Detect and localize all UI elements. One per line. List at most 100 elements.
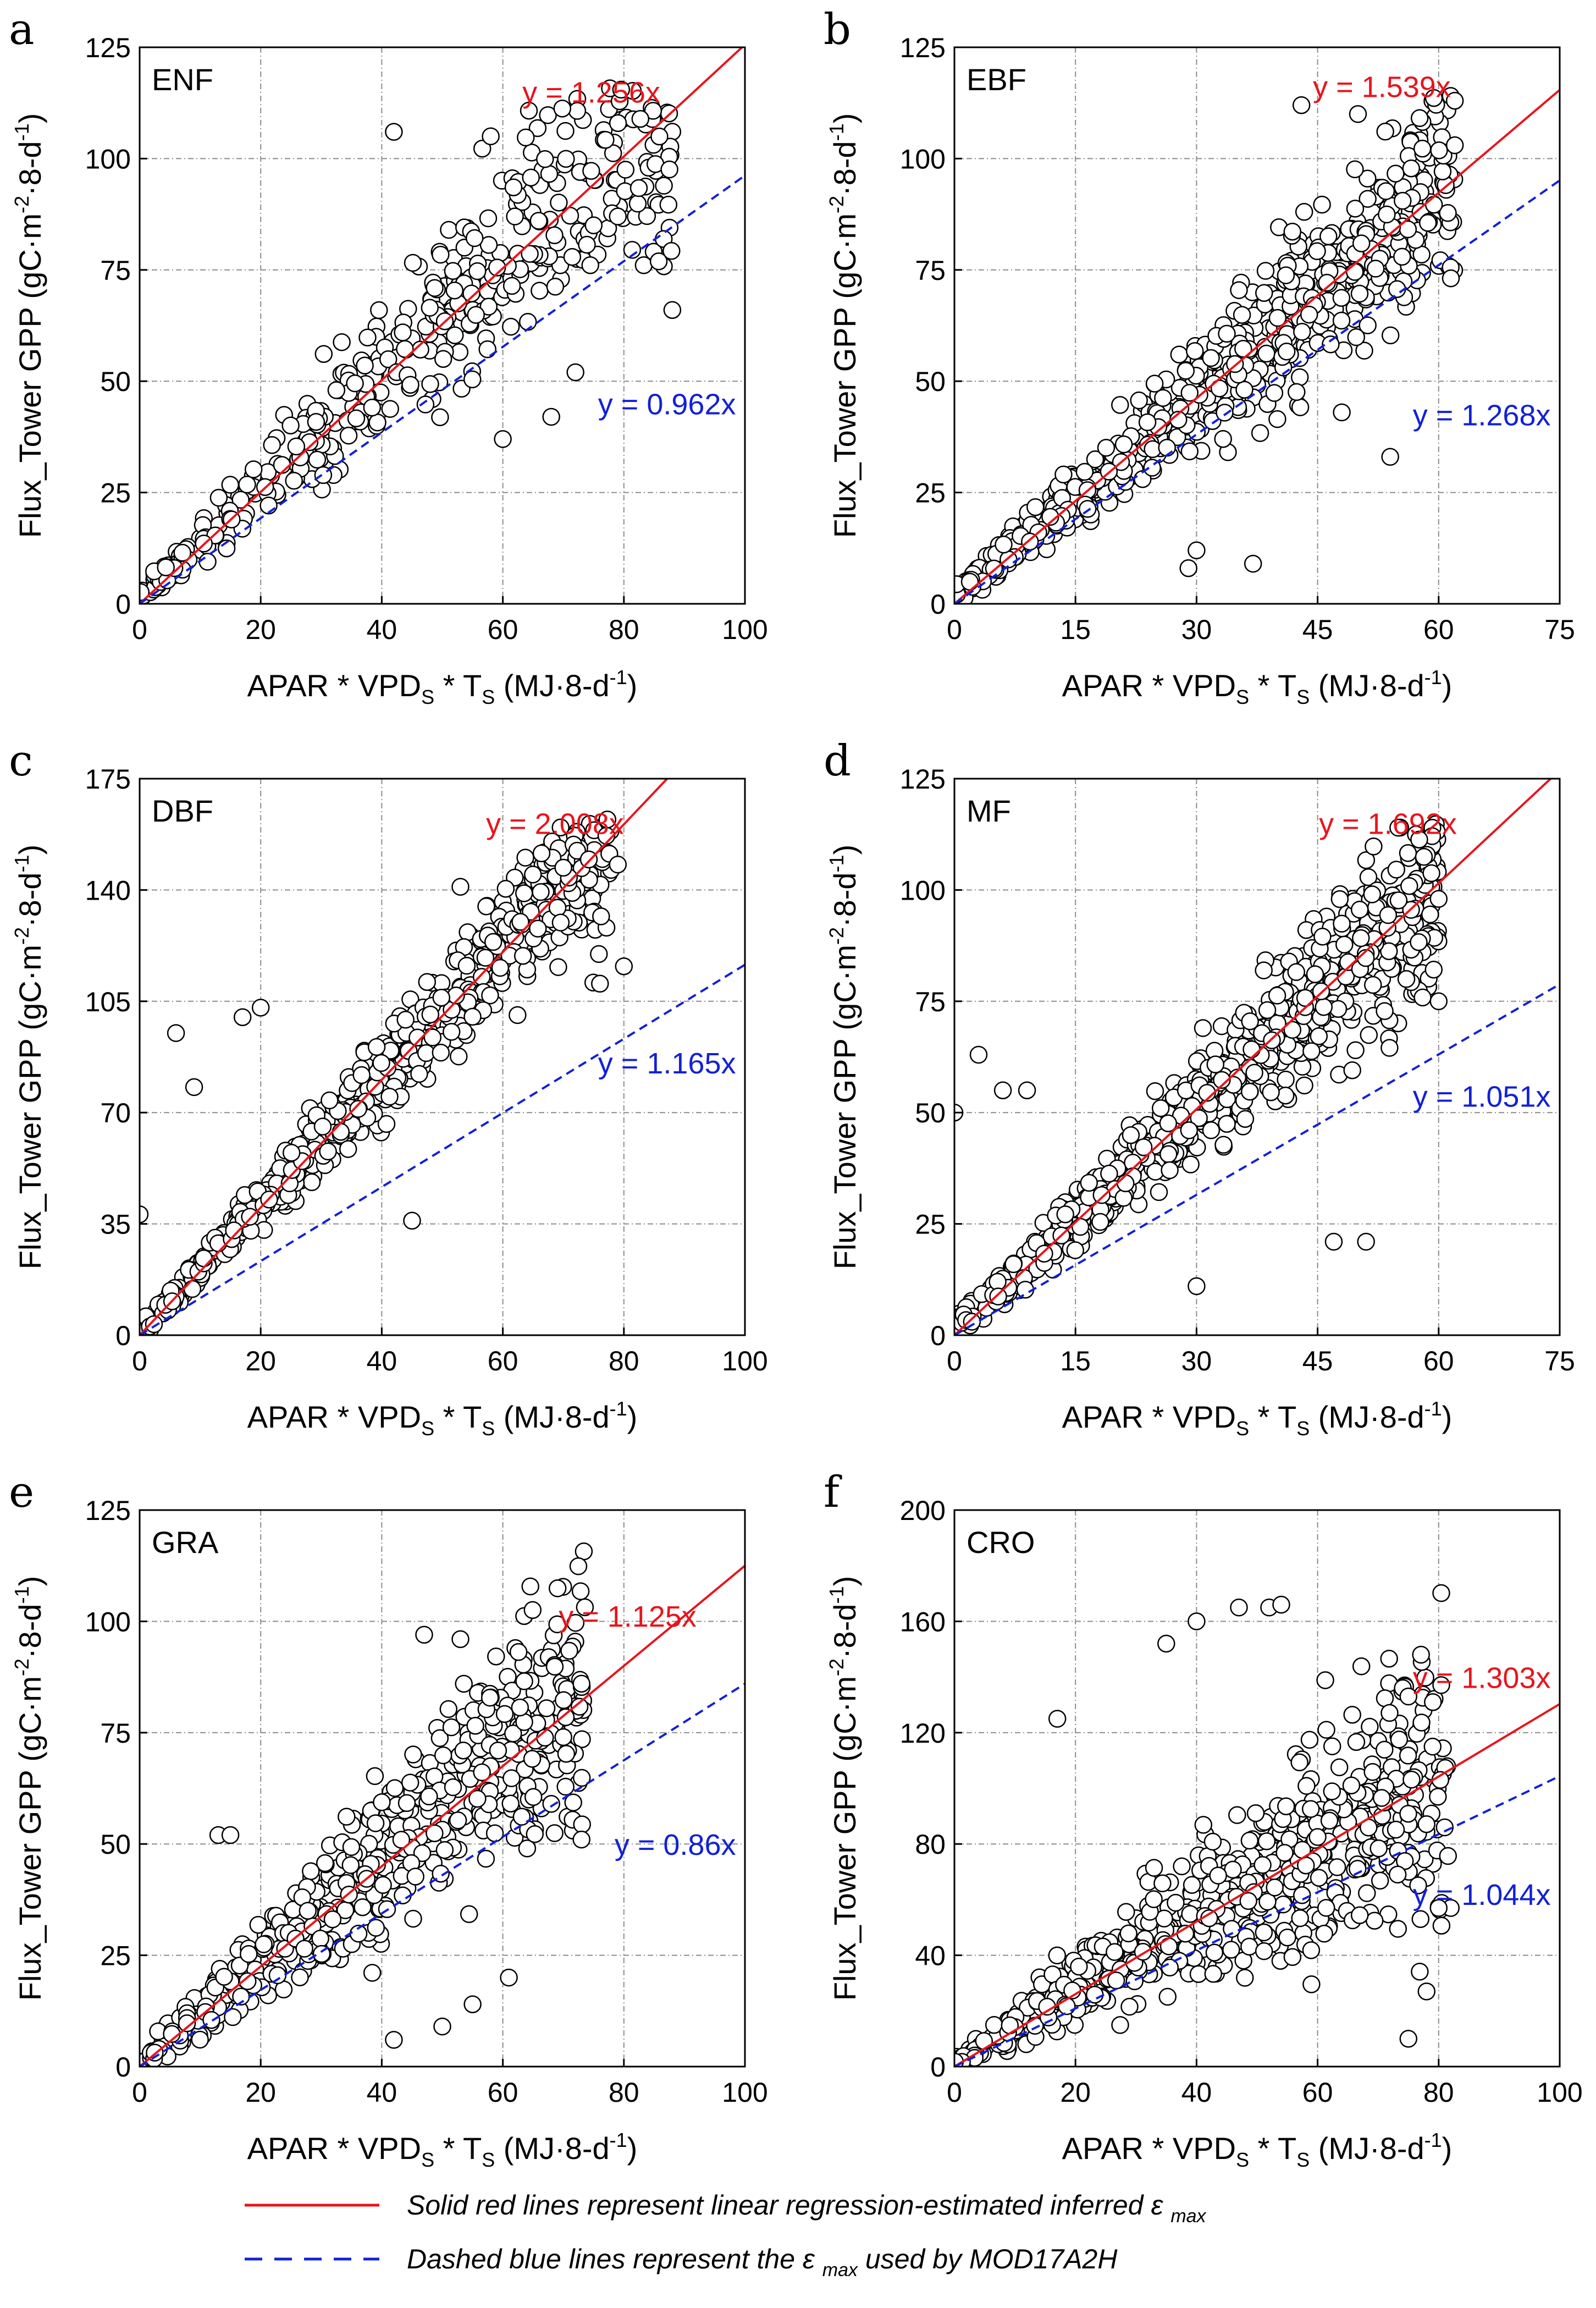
data-point xyxy=(366,1814,385,1832)
data-point xyxy=(1429,1787,1447,1806)
x-tick-label: 40 xyxy=(367,1346,397,1376)
legend-regression-main: Solid red lines represent linear regress… xyxy=(407,2190,1163,2221)
data-point xyxy=(307,412,325,431)
data-point xyxy=(1048,1946,1067,1965)
data-point xyxy=(512,1808,531,1826)
data-point xyxy=(332,1122,350,1141)
regression-equation: y = 1.256x xyxy=(522,76,660,109)
x-tick-label: 75 xyxy=(1544,1346,1575,1376)
data-point xyxy=(1355,341,1373,360)
data-point xyxy=(420,1787,438,1806)
ticks: 0 20 40 60 80 100 0 25 50 75 100 125 xyxy=(85,32,768,645)
data-point xyxy=(1413,139,1432,158)
data-point xyxy=(404,1909,422,1928)
data-point xyxy=(221,1826,240,1844)
data-point xyxy=(1394,191,1412,210)
data-point xyxy=(502,1769,521,1787)
mod17-equation: y = 0.962x xyxy=(598,388,736,421)
data-point xyxy=(1313,195,1331,214)
data-point xyxy=(629,179,648,197)
panel-letter: e xyxy=(9,1468,34,1517)
x-axis-label: APAR * VPDS * TS (MJ·8-d-1) xyxy=(247,666,638,708)
data-point xyxy=(1234,339,1252,358)
data-point xyxy=(511,913,529,931)
data-point xyxy=(509,1643,528,1661)
data-point xyxy=(239,1972,257,1990)
y-tick-label: 75 xyxy=(915,987,946,1017)
data-point xyxy=(500,1968,518,1987)
data-point xyxy=(1323,1737,1341,1755)
data-point xyxy=(1194,1019,1212,1037)
data-point xyxy=(504,178,523,196)
y-tick-label: 125 xyxy=(85,1495,131,1526)
data-point xyxy=(473,140,491,158)
data-point xyxy=(1265,384,1284,402)
y-tick-label: 50 xyxy=(915,366,946,397)
data-point xyxy=(410,1065,428,1083)
panel-b: 0 15 30 45 60 75 0 25 50 75 100 125 b EBF y = 1.539x y … xyxy=(824,5,1575,708)
data-point xyxy=(1204,1965,1223,1983)
data-point xyxy=(1268,309,1287,327)
data-point xyxy=(1424,960,1443,979)
data-point xyxy=(191,2030,209,2049)
x-tick-label: 20 xyxy=(1060,2077,1091,2108)
data-point xyxy=(460,1905,478,1924)
data-point xyxy=(582,162,600,180)
data-point xyxy=(1180,384,1199,402)
data-point xyxy=(960,572,979,591)
x-tick-label: 60 xyxy=(1423,1346,1454,1376)
x-tick-label: 0 xyxy=(947,2077,962,2108)
data-point xyxy=(1145,1859,1163,1877)
data-point xyxy=(557,150,575,168)
mod17-equation: y = 1.044x xyxy=(1413,1879,1551,1912)
data-point xyxy=(198,553,217,571)
data-point xyxy=(1188,1612,1206,1631)
data-point xyxy=(1418,214,1437,232)
data-point xyxy=(430,1729,449,1748)
data-point xyxy=(1114,1189,1133,1207)
data-point xyxy=(1277,343,1296,361)
data-point xyxy=(140,1205,149,1224)
regression-line xyxy=(140,1565,745,2067)
data-point xyxy=(479,209,498,228)
data-point xyxy=(1056,1205,1074,1224)
data-point xyxy=(1224,1860,1242,1879)
regression-equation: y = 1.125x xyxy=(559,1600,697,1633)
data-point xyxy=(1228,1806,1246,1824)
data-point xyxy=(476,949,495,967)
y-tick-label: 125 xyxy=(900,32,946,63)
data-point xyxy=(1288,383,1306,401)
data-point xyxy=(1079,500,1097,518)
data-point xyxy=(513,946,532,965)
mod17-equation: y = 0.86x xyxy=(615,1828,736,1861)
x-tick-label: 20 xyxy=(245,1346,276,1376)
data-point xyxy=(1230,1598,1248,1617)
scatter-points xyxy=(140,1542,594,2067)
data-point xyxy=(539,106,557,124)
data-point xyxy=(532,844,551,863)
data-point xyxy=(1445,91,1464,110)
data-point xyxy=(1256,262,1275,280)
mod17-line xyxy=(954,179,1560,604)
data-point xyxy=(1358,1884,1376,1902)
data-point xyxy=(367,1919,385,1937)
y-tick-label: 0 xyxy=(115,589,131,620)
data-point xyxy=(468,262,487,280)
legend-regression-text: Solid red lines represent linear regress… xyxy=(407,2190,1207,2227)
y-tick-label: 50 xyxy=(100,1829,131,1860)
data-point xyxy=(1266,1879,1284,1897)
data-point xyxy=(1358,169,1377,188)
data-point xyxy=(1399,1747,1417,1765)
panel-letter: b xyxy=(824,5,851,54)
data-point xyxy=(484,933,502,951)
fit-lines xyxy=(140,47,745,604)
data-point xyxy=(591,974,609,993)
data-point xyxy=(572,1830,590,1849)
data-point xyxy=(1138,413,1157,432)
data-point xyxy=(368,414,386,432)
data-point xyxy=(554,1691,573,1709)
data-point xyxy=(482,127,500,146)
data-point xyxy=(465,229,484,247)
data-point xyxy=(1417,1815,1435,1833)
data-point xyxy=(1291,1909,1309,1927)
